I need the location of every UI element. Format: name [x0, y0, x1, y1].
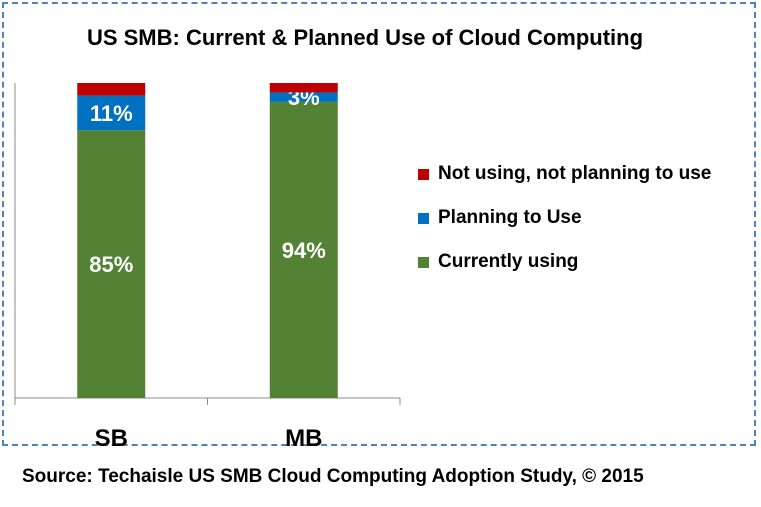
chart-legend: Not using, not planning to use Planning …: [418, 152, 748, 284]
source-note: Source: Techaisle US SMB Cloud Computing…: [22, 466, 644, 487]
data-label-mb-series-0: 94%: [282, 238, 326, 263]
legend-label-not-using: Not using, not planning to use: [438, 163, 712, 184]
x-tick-label-sb: SB: [95, 425, 128, 452]
legend-swatch-not-using: [418, 168, 429, 180]
chart-title: US SMB: Current & Planned Use of Cloud C…: [86, 25, 644, 50]
bar-mb-series-1: [269, 92, 338, 102]
data-label-sb-series-0: 85%: [89, 252, 133, 277]
bar-sb-series-1: [77, 95, 146, 131]
legend-label-planning: Planning to Use: [438, 207, 582, 228]
bar-mb-series-0: [269, 101, 338, 399]
legend-item-not-using: Not using, not planning to use: [418, 152, 748, 196]
legend-label-currently: Currently using: [438, 251, 579, 272]
legend-swatch-currently: [418, 256, 429, 268]
x-tick-label-mb: MB: [285, 425, 322, 452]
legend-item-planning: Planning to Use: [418, 196, 748, 240]
legend-item-currently: Currently using: [418, 240, 748, 284]
bar-sb-series-0: [77, 130, 146, 398]
data-label-sb-series-1: 11%: [90, 101, 133, 126]
legend-swatch-planning: [418, 212, 429, 224]
bar-sb-series-2: [77, 83, 146, 96]
bar-mb-series-2: [269, 83, 338, 93]
chart-frame: [2, 2, 756, 446]
